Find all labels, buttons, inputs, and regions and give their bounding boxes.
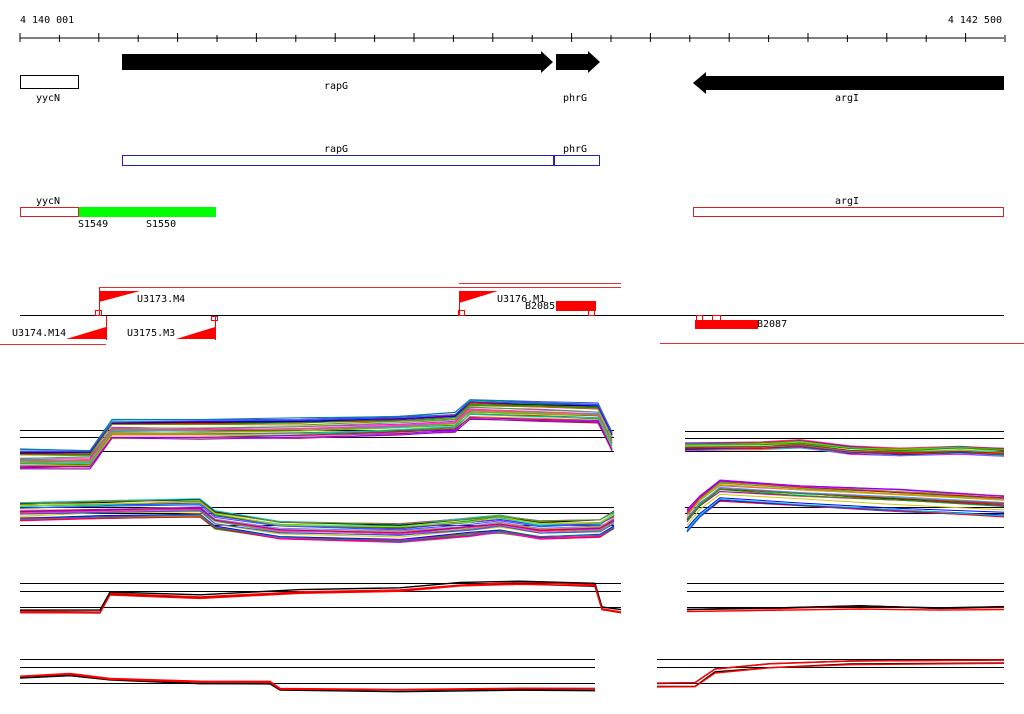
profile-trace [19, 411, 613, 463]
transcript-start-U3176[interactable] [459, 291, 498, 303]
profile-trace [19, 673, 595, 691]
profile-trace [19, 408, 613, 461]
profile-trace [20, 583, 622, 614]
segment-S1550[interactable] [79, 207, 216, 217]
gene-label-argI: argI [835, 93, 859, 104]
profile-panel-4-left [19, 659, 596, 693]
profile-trace [684, 440, 1005, 451]
annotation-label-argI: argI [835, 196, 859, 207]
profile-trace [19, 405, 613, 457]
cds-phrG[interactable] [554, 155, 600, 166]
profile-trace [19, 401, 613, 453]
profile-trace [19, 583, 622, 614]
profile-panel-2-right [685, 479, 1005, 533]
profile-trace [686, 486, 1005, 519]
profile-trace [686, 488, 1005, 520]
profile-trace [686, 489, 1005, 522]
profile-trace [19, 510, 615, 536]
segment-label-S1549: S1549 [78, 219, 108, 230]
profile-trace [19, 406, 613, 459]
profile-trace [686, 604, 1005, 611]
profile-panel-4-right [656, 659, 1005, 688]
gene-track: yycN rapG phrG argI [20, 51, 1004, 104]
cds-rapG[interactable] [122, 155, 554, 166]
probe-marker-4 [211, 316, 218, 321]
profile-trace [686, 483, 1005, 517]
cds-track: rapG phrG [122, 144, 600, 166]
profile-trace [19, 417, 613, 468]
profile-trace [19, 674, 596, 693]
profile-trace [684, 444, 1005, 454]
transcript-label-U3176: U3176.M1 [497, 294, 545, 305]
transcript-track: U3173.M4 U3176.M1 B2085 U3174.M14 U3175.… [0, 283, 1024, 345]
profile-trace [19, 504, 615, 531]
profile-trace [684, 442, 1005, 452]
annotation-argI[interactable] [693, 207, 1004, 217]
gene-label-phrG: phrG [563, 93, 587, 104]
profile-trace [656, 659, 1005, 684]
gene-label-yycN: yycN [36, 93, 60, 104]
probe-marker-6 [712, 315, 721, 321]
expression-profiles [19, 399, 1005, 693]
annotation-track: yycN S1549 S1550 argI [20, 196, 1004, 230]
profile-panel-3-left [19, 580, 622, 614]
profile-trace [19, 399, 613, 452]
profile-trace [19, 500, 615, 525]
profile-panel-1-left [19, 399, 614, 470]
cds-label-rapG: rapG [324, 144, 348, 155]
transcript-label-U3175: U3175.M3 [127, 328, 175, 339]
transcript-start-U3174[interactable] [66, 327, 106, 339]
ruler-end-label: 4 142 500 [948, 15, 1002, 26]
annotation-label-yycN: yycN [36, 196, 60, 207]
transcript-label-B2085: B2085 [525, 301, 555, 312]
transcript-B2085[interactable] [556, 301, 596, 311]
profile-panel-1-right [684, 431, 1005, 457]
profile-trace [686, 497, 1005, 529]
profile-trace [19, 508, 615, 535]
profile-trace [19, 498, 615, 526]
profile-trace [686, 480, 1005, 513]
segment-label-S1550: S1550 [146, 219, 176, 230]
profile-trace [686, 608, 1005, 613]
profile-panel-3-right [686, 583, 1005, 613]
ruler-start-label: 4 140 001 [20, 15, 74, 26]
profile-trace [19, 418, 613, 470]
annotation-yycN[interactable] [20, 207, 79, 217]
ruler-ticks [19, 33, 1006, 42]
transcript-B2087[interactable] [695, 320, 758, 329]
transcript-start-U3175[interactable] [176, 327, 215, 339]
transcript-start-U3173[interactable] [99, 291, 140, 302]
profile-panel-2-left [19, 498, 615, 544]
profile-trace [19, 501, 615, 528]
cds-label-phrG: phrG [563, 144, 587, 155]
gene-rapG-arrow[interactable] [122, 51, 553, 73]
coordinate-ruler: 4 140 001 4 142 500 [19, 15, 1006, 42]
profile-trace [19, 672, 596, 691]
transcript-label-B2087: B2087 [757, 319, 787, 330]
probe-marker-5 [696, 315, 703, 321]
transcript-label-U3174: U3174.M14 [12, 328, 66, 339]
probe-marker-3 [588, 310, 595, 316]
profile-trace [686, 499, 1005, 532]
profile-trace [686, 493, 1005, 526]
profile-trace [656, 662, 1005, 688]
profile-trace [686, 480, 1005, 511]
gene-label-rapG: rapG [324, 81, 348, 92]
profile-trace [19, 514, 615, 542]
transcript-label-U3173: U3173.M4 [137, 294, 185, 305]
probe-marker-1 [95, 310, 102, 316]
gene-phrG-arrow[interactable] [556, 51, 600, 73]
profile-trace [686, 498, 1005, 531]
profile-trace [656, 662, 1005, 688]
gene-argI-arrow[interactable] [693, 72, 1004, 94]
profile-trace [19, 507, 615, 534]
gene-yycN[interactable] [20, 75, 79, 89]
probe-marker-2 [458, 310, 465, 316]
